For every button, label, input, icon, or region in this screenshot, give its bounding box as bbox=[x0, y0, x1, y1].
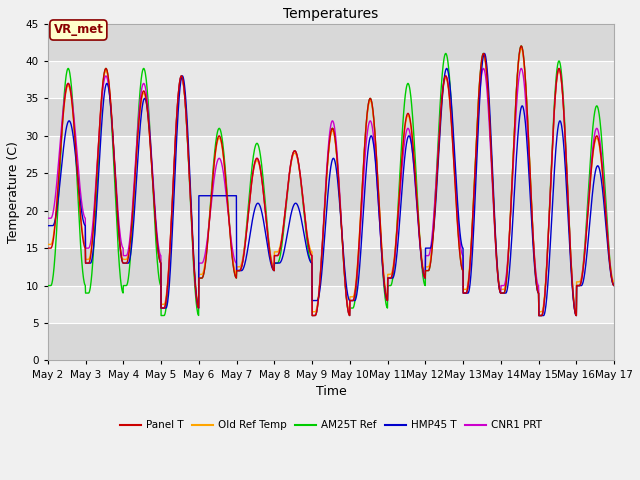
Bar bbox=[48, 211, 614, 248]
Bar bbox=[48, 323, 614, 360]
Bar bbox=[48, 98, 614, 136]
Title: Temperatures: Temperatures bbox=[284, 7, 379, 21]
Text: VR_met: VR_met bbox=[54, 24, 103, 36]
Bar bbox=[48, 173, 614, 211]
Bar bbox=[48, 248, 614, 286]
Bar bbox=[48, 61, 614, 98]
Y-axis label: Temperature (C): Temperature (C) bbox=[7, 141, 20, 243]
Bar bbox=[48, 136, 614, 173]
Legend: Panel T, Old Ref Temp, AM25T Ref, HMP45 T, CNR1 PRT: Panel T, Old Ref Temp, AM25T Ref, HMP45 … bbox=[116, 416, 546, 434]
X-axis label: Time: Time bbox=[316, 385, 346, 398]
Bar bbox=[48, 24, 614, 61]
Bar bbox=[48, 286, 614, 323]
